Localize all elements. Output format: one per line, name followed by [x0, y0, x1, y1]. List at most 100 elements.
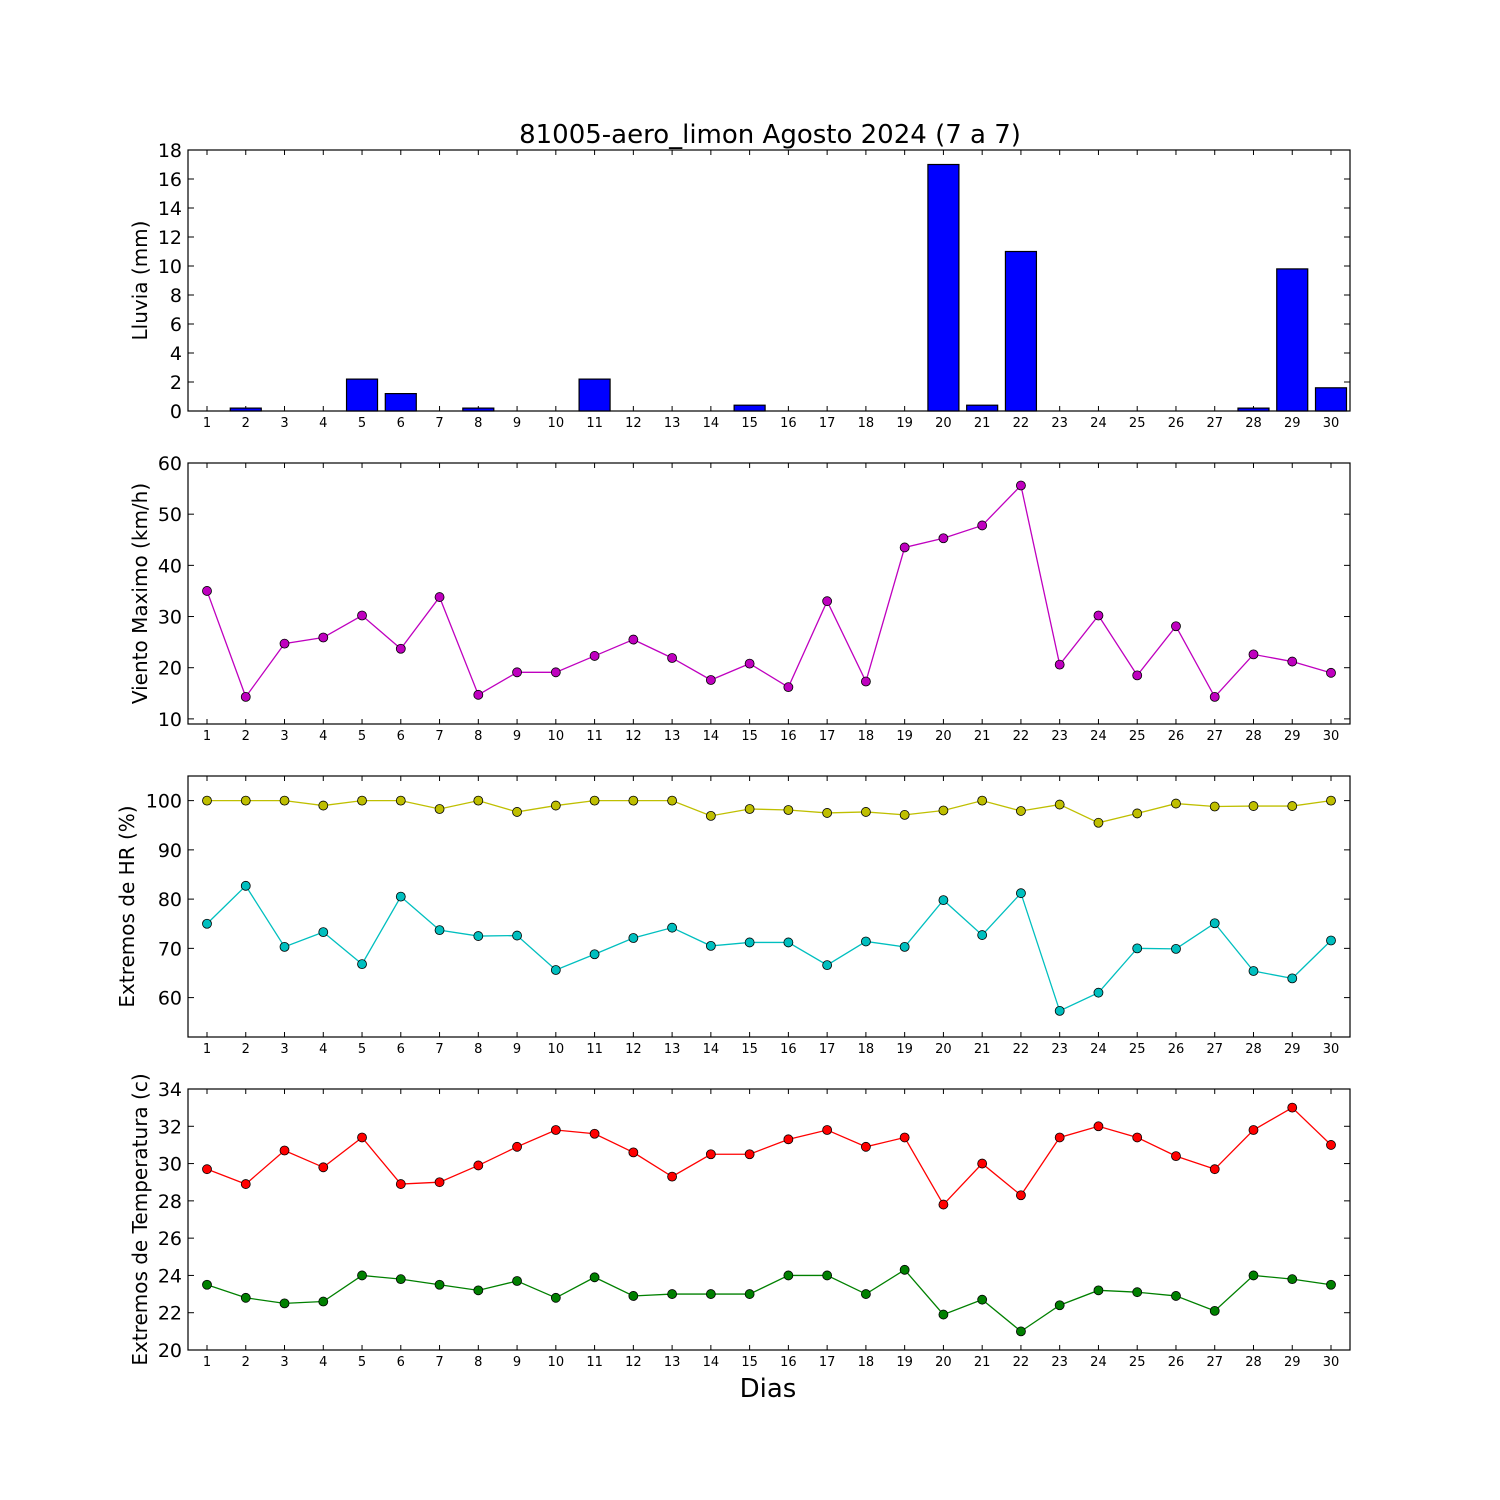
series-1-point — [550, 800, 561, 811]
x-tick-label: 28 — [1245, 416, 1262, 431]
x-tick-label: 16 — [780, 1355, 797, 1370]
series-2-point — [434, 1279, 445, 1290]
x-tick-label: 24 — [1090, 416, 1107, 431]
x-tick-label: 23 — [1051, 1355, 1068, 1370]
x-tick-label: 18 — [858, 729, 875, 744]
series-1-point — [318, 1162, 329, 1173]
plot-frame — [187, 462, 1351, 725]
bar-day-15 — [733, 404, 766, 412]
series-1-point — [473, 689, 484, 700]
x-tick-label: 22 — [1013, 729, 1030, 744]
x-tick-label: 8 — [474, 729, 482, 744]
series-2-point — [318, 1296, 329, 1307]
series-1-point — [1287, 801, 1298, 811]
x-tick-label: 30 — [1323, 416, 1340, 431]
series-1-point — [1326, 1140, 1336, 1150]
series-2-point — [240, 880, 251, 891]
y-tick-label: 32 — [158, 1116, 182, 1138]
x-tick-label: 19 — [896, 1355, 913, 1370]
x-tick-label: 12 — [625, 729, 642, 744]
x-tick-label: 3 — [280, 416, 288, 431]
series-1-point — [279, 795, 290, 806]
series-2-point — [1171, 1291, 1181, 1301]
y-tick-label: 22 — [158, 1303, 182, 1325]
x-tick-label: 26 — [1168, 729, 1185, 744]
x-tick-label: 15 — [741, 416, 758, 431]
series-1-point — [744, 1149, 755, 1160]
series-2-point — [357, 959, 367, 970]
series-1-point — [1054, 659, 1065, 670]
x-tick-label: 8 — [474, 1042, 482, 1057]
series-1-point — [240, 691, 251, 702]
x-tick-label: 5 — [358, 1042, 366, 1057]
series-1-line — [206, 1106, 1332, 1206]
series-2-point — [1287, 973, 1298, 984]
series-2-point — [473, 931, 484, 941]
series-1-point — [550, 667, 561, 678]
x-tick-label: 1 — [203, 1355, 211, 1370]
x-tick-label: 22 — [1013, 1042, 1030, 1057]
x-tick-label: 26 — [1168, 1042, 1185, 1057]
series-1-point — [744, 804, 755, 814]
series-2-point — [1248, 1270, 1259, 1281]
x-tick-label: 28 — [1245, 1042, 1262, 1057]
x-tick-label: 10 — [548, 1355, 565, 1370]
series-1-point — [977, 795, 988, 806]
y-tick-label: 34 — [158, 1079, 182, 1101]
series-1-point — [318, 632, 329, 643]
x-tick-label: 18 — [858, 416, 875, 431]
y-axis-label: Extremos de Temperatura (c) — [128, 1073, 152, 1365]
series-1-point — [512, 1141, 522, 1152]
series-1-point — [1093, 1121, 1104, 1132]
series-2-point — [589, 949, 600, 960]
series-1-point — [202, 586, 212, 596]
y-tick-label: 8 — [170, 285, 182, 307]
x-tick-label: 15 — [741, 1042, 758, 1057]
y-tick-label: 30 — [158, 607, 182, 629]
series-2-point — [202, 1279, 212, 1290]
series-1-point — [1287, 1102, 1298, 1113]
x-tick-label: 30 — [1323, 729, 1340, 744]
bar-day-20 — [927, 163, 960, 412]
series-2-point — [822, 1270, 833, 1281]
series-1-point — [705, 675, 716, 685]
bar-day-5 — [345, 378, 379, 412]
series-2-point — [977, 930, 988, 940]
series-2-point — [512, 1276, 522, 1286]
bar-day-8 — [462, 407, 495, 412]
series-2-point — [1016, 888, 1026, 899]
series-1-point — [434, 804, 445, 814]
series-1-point — [395, 795, 406, 806]
bar-day-28 — [1237, 407, 1270, 412]
series-1-point — [395, 643, 406, 654]
series-1-point — [473, 1160, 484, 1171]
x-tick-label: 4 — [319, 416, 327, 431]
x-tick-label: 17 — [819, 729, 836, 744]
x-tick-label: 4 — [319, 1355, 327, 1370]
x-tick-label: 8 — [474, 1355, 482, 1370]
x-tick-label: 25 — [1129, 1042, 1146, 1057]
x-tick-label: 15 — [741, 1355, 758, 1370]
x-tick-label: 15 — [741, 729, 758, 744]
series-2-point — [783, 937, 794, 948]
series-1-point — [977, 520, 988, 531]
series-2-point — [628, 933, 639, 943]
x-tick-label: 1 — [203, 729, 211, 744]
x-tick-label: 20 — [935, 1042, 952, 1057]
x-tick-label: 28 — [1245, 729, 1262, 744]
bar-day-21 — [966, 404, 999, 412]
series-2-point — [705, 940, 716, 951]
x-tick-label: 19 — [896, 729, 913, 744]
series-1-point — [395, 1179, 406, 1189]
series-1-point — [1326, 795, 1336, 806]
series-1-point — [1132, 670, 1143, 681]
x-tick-label: 21 — [974, 416, 991, 431]
x-tick-label: 16 — [780, 416, 797, 431]
x-tick-label: 24 — [1090, 1042, 1107, 1057]
x-tick-label: 6 — [397, 1042, 405, 1057]
series-1-point — [1287, 656, 1298, 667]
bar-day-6 — [384, 393, 417, 412]
